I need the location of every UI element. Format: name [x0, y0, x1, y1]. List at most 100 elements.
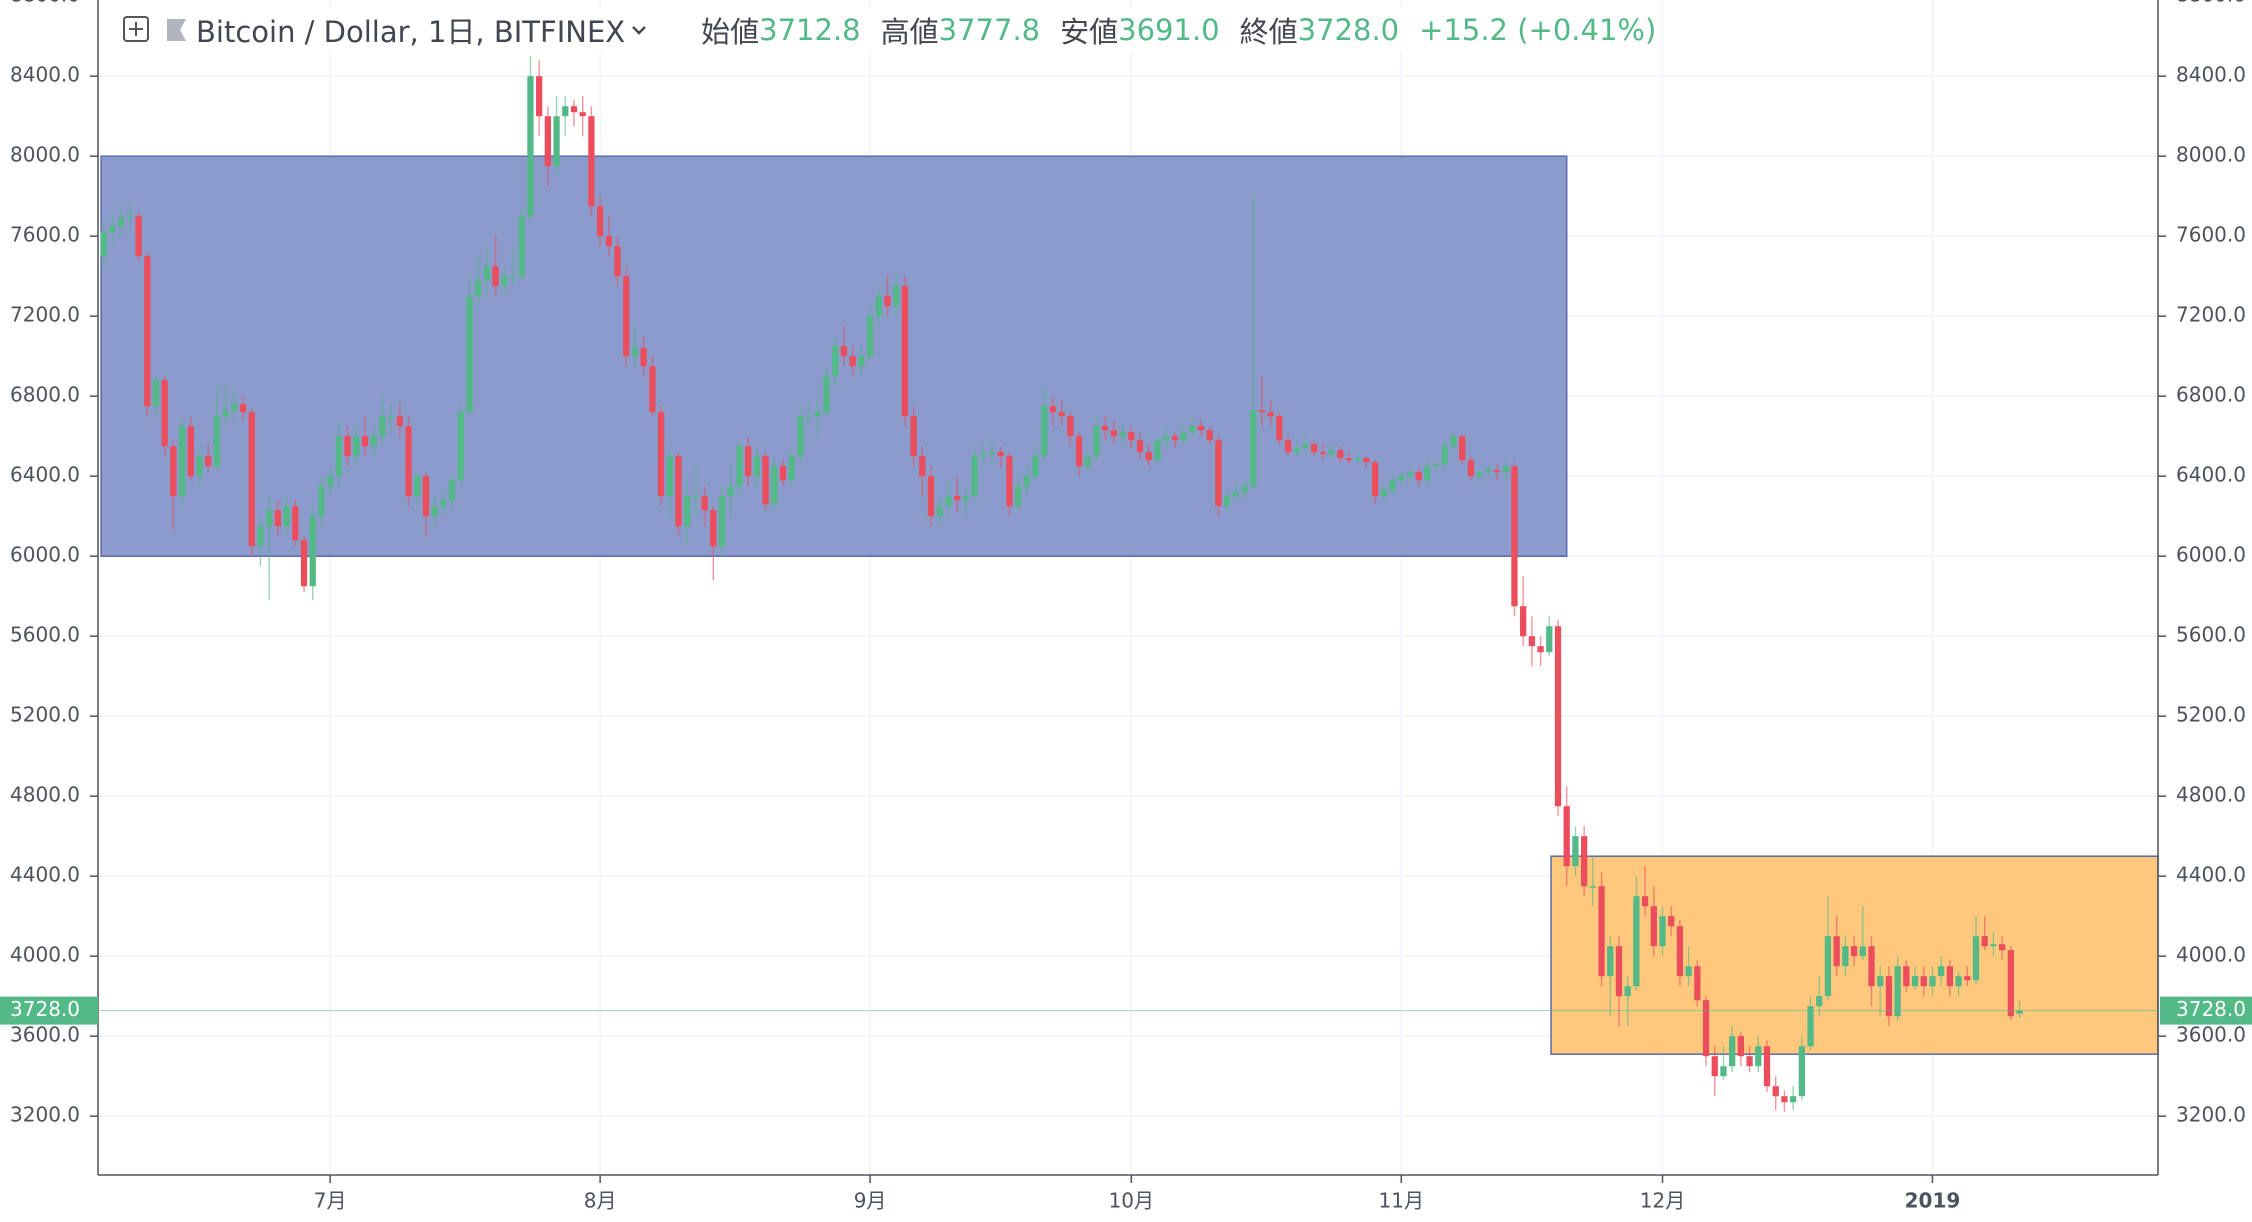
candle-body: [178, 426, 186, 497]
candle-body: [379, 416, 386, 437]
candle-body: [1668, 916, 1675, 927]
candle-body: [1729, 1036, 1736, 1067]
high-name: 高値: [880, 15, 939, 49]
candle-body: [1554, 626, 1562, 807]
y-tick-label-right: 7200.0: [2176, 303, 2246, 327]
candle-body: [727, 486, 734, 497]
candle-body: [1284, 440, 1292, 453]
candle-body: [187, 426, 194, 477]
candle-body: [701, 496, 708, 511]
candle-body: [884, 296, 891, 307]
candle-body: [170, 446, 177, 497]
last-price-box-right: [2160, 996, 2252, 1025]
candle-body: [1493, 470, 1501, 473]
candle-body: [144, 256, 151, 407]
candle-body: [431, 506, 438, 517]
candle-body: [1363, 458, 1370, 463]
candle-body: [118, 218, 125, 227]
candle-body: [1798, 1046, 1805, 1097]
candle-body: [318, 486, 325, 517]
candle-body: [1502, 466, 1509, 473]
candle-body: [1058, 412, 1065, 417]
candle-body: [1589, 886, 1596, 888]
candle-body: [1702, 1000, 1710, 1057]
candle-body: [1894, 966, 1901, 1017]
candle-body: [1041, 406, 1048, 457]
candle-body: [1232, 492, 1239, 497]
candle-body: [1459, 436, 1466, 461]
candle-body: [1302, 444, 1309, 449]
candle-body: [1450, 436, 1457, 447]
candle-body: [1981, 936, 1988, 947]
candle-body: [1938, 966, 1945, 977]
candle-body: [1180, 432, 1187, 441]
candle-body: [1406, 472, 1414, 477]
candle-body: [840, 346, 848, 357]
candle-body: [126, 216, 134, 219]
candle-body: [1868, 946, 1875, 987]
candle-body: [1633, 896, 1640, 987]
candle-body: [553, 116, 560, 167]
candle-body: [353, 436, 360, 457]
candle-body: [1372, 462, 1379, 497]
close-name: 終値: [1239, 15, 1298, 49]
symbol-title[interactable]: Bitcoin / Dollar, 1日, BITFINEX: [196, 15, 626, 49]
y-tick-label: 7200.0: [10, 303, 80, 327]
candle-body: [954, 496, 961, 501]
candle-body: [718, 496, 726, 547]
candle-body: [266, 510, 273, 527]
candle-body: [1380, 490, 1387, 497]
y-tick-label-right: 3600.0: [2176, 1023, 2246, 1047]
candle-body: [858, 356, 865, 367]
candle-body: [213, 416, 221, 467]
x-tick-label: 11月: [1379, 1189, 1424, 1213]
low-name: 安値: [1060, 15, 1119, 49]
candle-body: [1824, 936, 1832, 997]
candle-body: [1319, 452, 1327, 455]
add-symbol-icon[interactable]: [122, 15, 152, 45]
y-tick-label-right: 6800.0: [2176, 383, 2246, 407]
candle-body: [657, 412, 665, 497]
y-tick-label: 7600.0: [10, 223, 80, 247]
candle-body: [1850, 946, 1858, 957]
y-tick-label-right: 4800.0: [2176, 783, 2246, 807]
candle-body: [457, 412, 464, 481]
x-tick-label: 9月: [854, 1189, 887, 1213]
candle-body: [893, 286, 900, 307]
candle-body: [805, 416, 813, 418]
y-tick-label-right: 4400.0: [2176, 863, 2246, 887]
y-tick-label: 8000.0: [10, 143, 80, 167]
candle-body: [1911, 976, 1919, 987]
candle-body: [1885, 976, 1893, 1017]
symbol-chevron[interactable]: [629, 20, 649, 40]
candle-body: [1816, 996, 1823, 1007]
candle-body: [361, 436, 369, 447]
candle-body: [779, 466, 787, 481]
candle-body: [1049, 406, 1057, 413]
candle-body: [1154, 440, 1161, 461]
candle-body: [335, 436, 343, 477]
candle-body: [1128, 432, 1135, 441]
candle-body: [1415, 472, 1422, 481]
x-tick-label: 7月: [314, 1189, 347, 1213]
candle-body: [1990, 944, 1997, 947]
candle-body: [1946, 966, 1954, 987]
candle-body: [910, 416, 917, 457]
x-tick-label: 10月: [1109, 1189, 1154, 1213]
candle-body: [1972, 936, 1980, 981]
candle-body: [300, 540, 308, 587]
y-tick-label: 4800.0: [10, 783, 80, 807]
candle-body: [1528, 636, 1536, 647]
candle-body: [1267, 412, 1274, 417]
candle-body: [1641, 896, 1649, 907]
candle-body: [492, 266, 499, 287]
candle-body: [1432, 464, 1440, 467]
candle-body: [1389, 480, 1396, 491]
candle-body: [1580, 836, 1588, 887]
candle-body: [605, 236, 612, 247]
candle-body: [1737, 1036, 1745, 1057]
candle-body: [997, 452, 1004, 457]
candle-body: [1659, 916, 1666, 947]
candle-body: [1711, 1056, 1718, 1077]
